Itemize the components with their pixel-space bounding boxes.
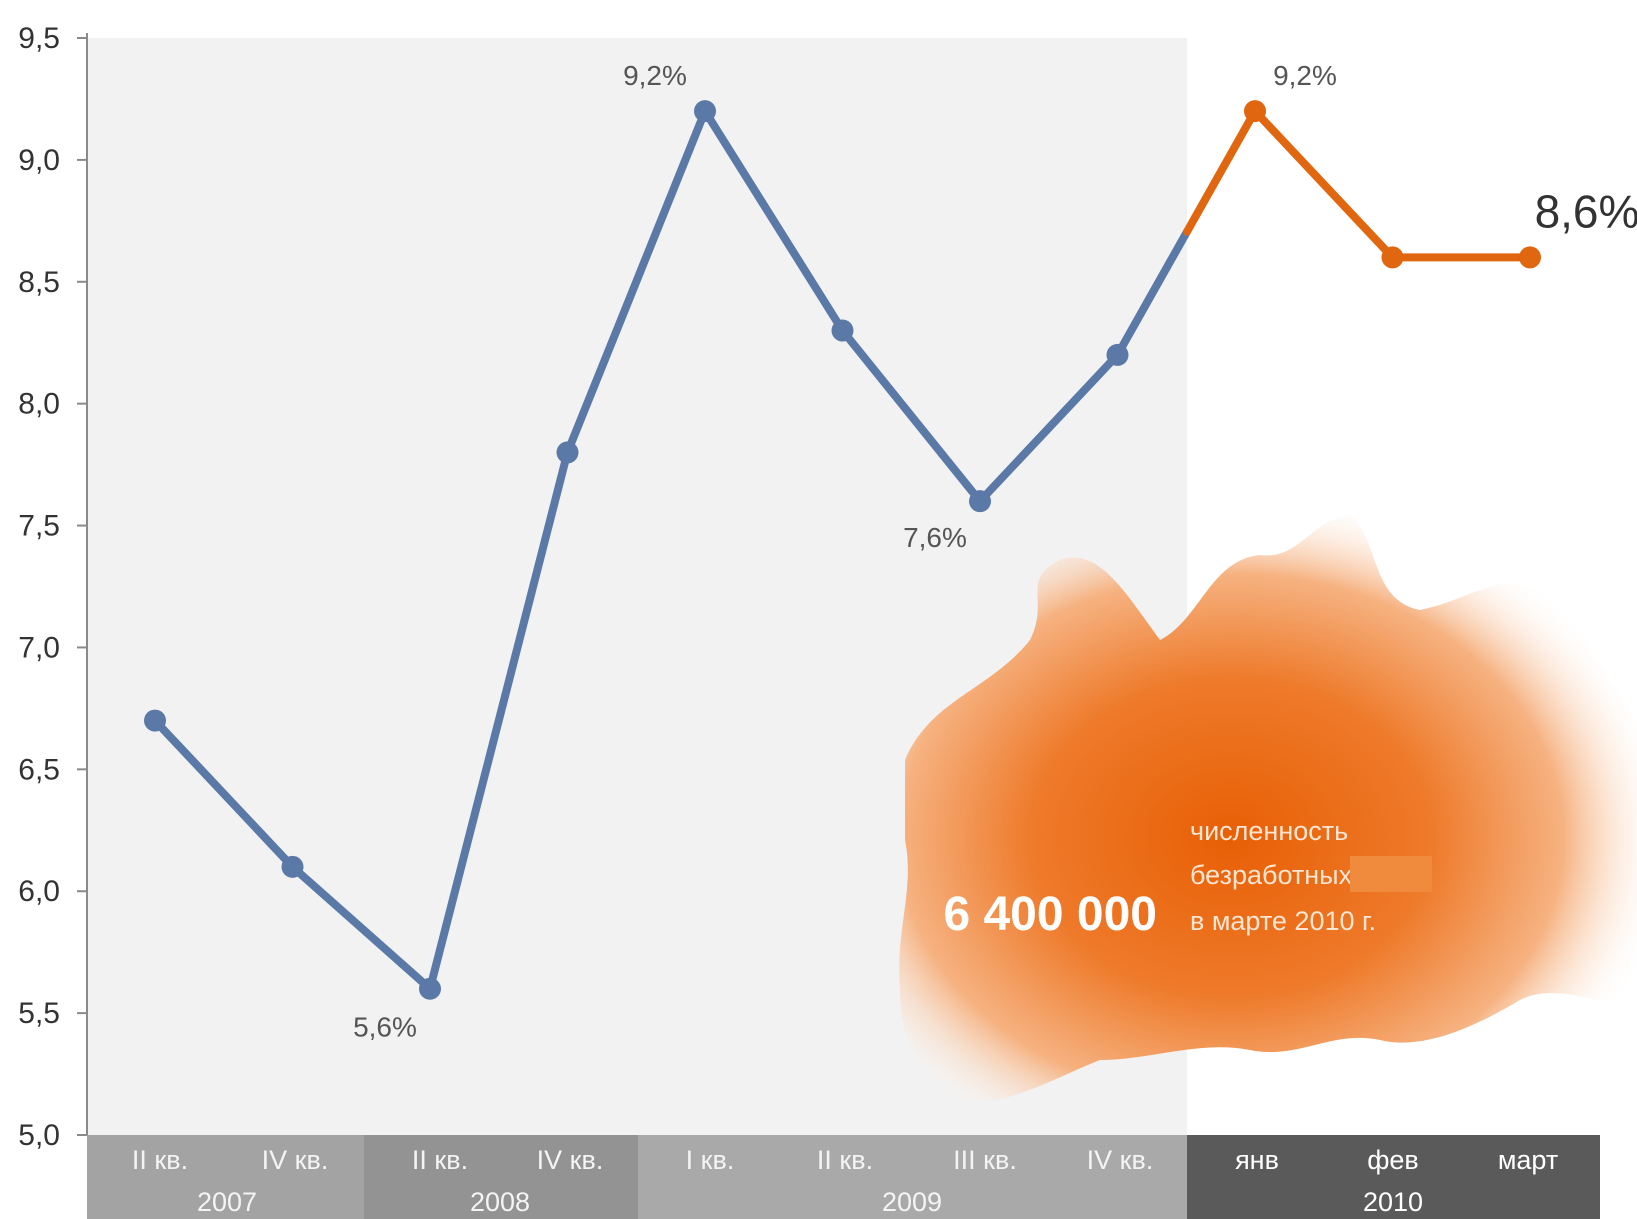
x-tick-label: II кв. (412, 1145, 468, 1175)
y-axis: 5,0 5,5 6,0 6,5 7,0 7,5 8,0 8,5 9,0 9,5 (18, 22, 88, 1152)
unemployed-callout: 6 400 000 численность безработных в март… (943, 816, 1432, 941)
y-tick-label: 9,0 (18, 144, 60, 177)
series-line-2 (1251, 107, 1534, 262)
x-tick-label: IV кв. (537, 1145, 604, 1175)
series-point (1519, 246, 1541, 269)
data-label: 8,6% (1535, 185, 1637, 237)
series-point (1381, 246, 1404, 269)
series-point (694, 100, 716, 123)
callout-line1: численность (1190, 816, 1348, 846)
x-group-label: 2008 (470, 1187, 530, 1217)
x-group-label: 2009 (882, 1187, 942, 1217)
x-group-label: 2010 (1363, 1187, 1423, 1217)
x-band-2009 (638, 1135, 1187, 1219)
x-tick-label: фев (1367, 1145, 1419, 1175)
data-label: 9,2% (1273, 60, 1337, 91)
data-label: 7,6% (903, 522, 967, 553)
x-tick-label: III кв. (953, 1145, 1017, 1175)
y-tick-label: 9,5 (18, 22, 60, 55)
series-point (144, 709, 166, 732)
series-point (969, 490, 991, 513)
data-labels: 5,6% 9,2% 7,6% 9,2% 8,6% (353, 60, 1637, 1043)
x-tick-label: IV кв. (1087, 1145, 1154, 1175)
y-tick-label: 5,0 (18, 1119, 60, 1152)
x-tick-label: IV кв. (262, 1145, 329, 1175)
series-point (556, 441, 579, 464)
series-connector-orange (1183, 107, 1259, 236)
data-label: 9,2% (623, 60, 687, 91)
series-point (281, 855, 304, 878)
x-band-2010 (1187, 1135, 1600, 1219)
series-point (419, 977, 441, 1000)
y-tick-label: 8,5 (18, 266, 60, 299)
x-group-label: 2007 (197, 1187, 257, 1217)
callout-line2: безработных (1190, 860, 1353, 890)
callout-line3: в марте 2010 г. (1190, 906, 1376, 936)
x-tick-label: II кв. (132, 1145, 188, 1175)
y-tick-label: 6,5 (18, 753, 60, 786)
y-tick-label: 6,0 (18, 875, 60, 908)
series-point (831, 319, 854, 342)
y-tick-label: 7,0 (18, 631, 60, 664)
x-band-2008 (364, 1135, 638, 1219)
x-tick-label: I кв. (686, 1145, 735, 1175)
y-tick-label: 7,5 (18, 510, 60, 543)
series-line-1 (151, 107, 1122, 993)
russia-map-illustration (899, 515, 1637, 1102)
callout-value: 6 400 000 (943, 888, 1157, 941)
y-tick-label: 5,5 (18, 997, 60, 1030)
series-connector-blue (1113, 227, 1191, 359)
x-band-2007 (87, 1135, 364, 1219)
x-tick-label: март (1498, 1145, 1558, 1175)
callout-highlight (1350, 856, 1432, 892)
x-tick-label: янв (1235, 1145, 1279, 1175)
russia-map-shape (899, 515, 1637, 1102)
data-label: 5,6% (353, 1012, 417, 1043)
series-layer (144, 100, 1541, 1000)
x-tick-label: II кв. (817, 1145, 873, 1175)
y-tick-label: 8,0 (18, 388, 60, 421)
